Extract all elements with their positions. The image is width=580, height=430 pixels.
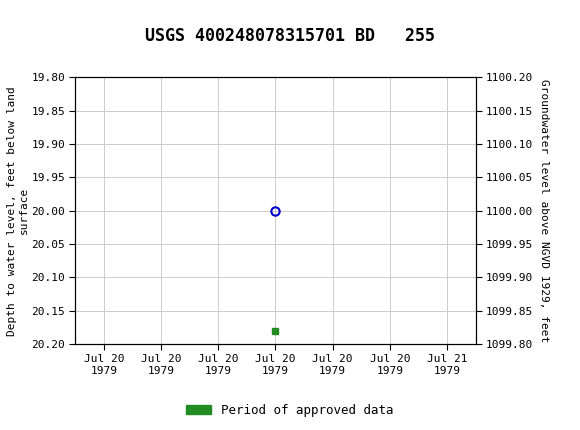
Text: USGS 400248078315701 BD   255: USGS 400248078315701 BD 255	[145, 27, 435, 45]
Legend: Period of approved data: Period of approved data	[181, 399, 399, 421]
Text: USGS: USGS	[44, 9, 95, 27]
Y-axis label: Depth to water level, feet below land
surface: Depth to water level, feet below land su…	[7, 86, 28, 335]
Y-axis label: Groundwater level above NGVD 1929, feet: Groundwater level above NGVD 1929, feet	[539, 79, 549, 342]
